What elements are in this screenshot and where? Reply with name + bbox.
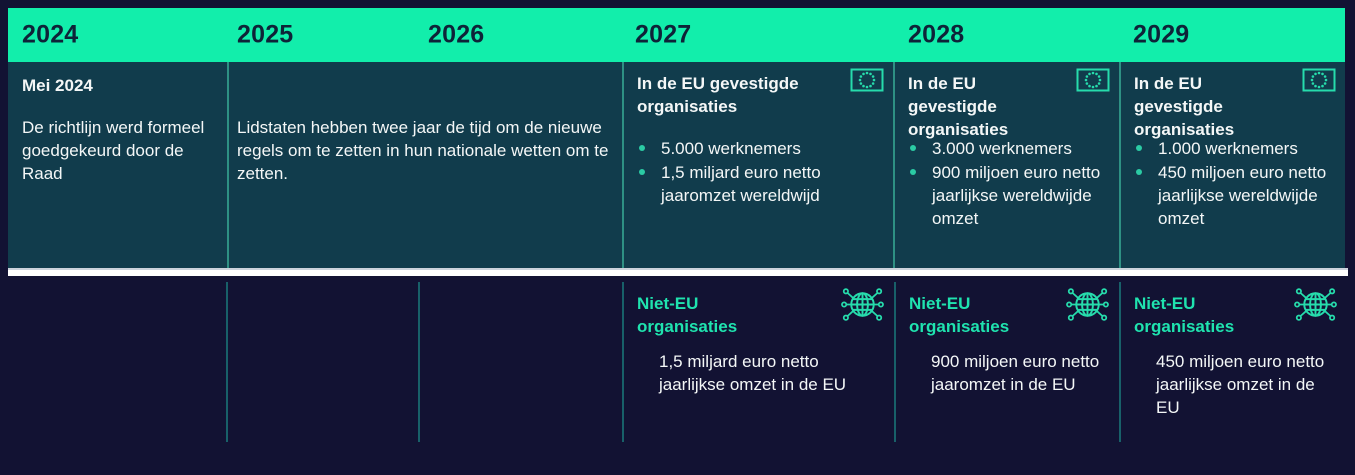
globe-network-icon	[841, 288, 884, 321]
criterion-text: 450 miljoen euro netto jaarlijkse wereld…	[1158, 163, 1327, 228]
criterion-text: 5.000 werknemers	[661, 139, 801, 158]
transposition-note: Lidstaten hebben twee jaar de tijd om de…	[227, 62, 622, 268]
criterion-text: 1.000 werknemers	[1158, 139, 1298, 158]
column-divider	[894, 282, 896, 442]
non-eu-cell-title: Niet-EU organisaties	[909, 294, 1010, 336]
eu-cell-2029: In de EU gevestigde organisaties 1.000 w…	[1121, 62, 1345, 268]
year-label-2028: 2028	[908, 20, 965, 49]
timeline-year-header: 2024 2025 2026 2027 2028 2029	[8, 8, 1345, 62]
non-eu-cell-2028: Niet-EU organisaties 900 miljoen euro ne…	[896, 276, 1117, 475]
non-eu-cell-title: Niet-EU organisaties	[1134, 294, 1235, 336]
eu-flag-icon	[850, 68, 884, 92]
eu-criteria-list: 1.000 werknemers 450 miljoen euro netto …	[1134, 137, 1337, 231]
milestone-title: Mei 2024	[22, 76, 93, 95]
year-label-2029: 2029	[1133, 20, 1190, 49]
list-item: 450 miljoen euro netto jaarlijkse wereld…	[1134, 161, 1337, 230]
column-divider	[418, 282, 420, 442]
non-eu-criterion: 450 miljoen euro netto jaarlijkse omzet …	[1156, 352, 1325, 417]
list-item: 5.000 werknemers	[637, 137, 885, 160]
list-item: 3.000 werknemers	[908, 137, 1111, 160]
eu-flag-icon	[1076, 68, 1110, 92]
list-item: 1.000 werknemers	[1134, 137, 1337, 160]
row-separator-rule	[8, 268, 1348, 276]
eu-cell-title: In de EU gevestigde organisaties	[908, 74, 1009, 139]
year-label-2024: 2024	[22, 20, 79, 49]
eu-organisations-row: Mei 2024 De richtlijn werd formeel goedg…	[8, 62, 1345, 268]
bullet-icon	[910, 145, 916, 151]
criterion-text: 1,5 miljard euro netto jaaromzet wereldw…	[661, 163, 821, 205]
milestone-body: De richtlijn werd formeel goedgekeurd do…	[22, 118, 205, 183]
transposition-body: Lidstaten hebben twee jaar de tijd om de…	[237, 118, 609, 183]
milestone-may-2024: Mei 2024 De richtlijn werd formeel goedg…	[8, 62, 227, 268]
eu-cell-2027: In de EU gevestigde organisaties 5.000 w…	[624, 62, 893, 268]
list-item: 900 miljoen euro netto jaarlijkse wereld…	[908, 161, 1111, 230]
globe-network-icon	[1066, 288, 1109, 321]
non-eu-organisations-row: Niet-EU organisaties 1,5 miljard euro ne…	[0, 276, 1355, 475]
column-divider	[1119, 282, 1121, 442]
criterion-text: 3.000 werknemers	[932, 139, 1072, 158]
non-eu-cell-2029: Niet-EU organisaties 450 miljoen euro ne…	[1121, 276, 1345, 475]
globe-network-icon	[1294, 288, 1337, 321]
non-eu-cell-title: Niet-EU organisaties	[637, 294, 738, 336]
bullet-icon	[639, 145, 645, 151]
bullet-icon	[639, 169, 645, 175]
column-divider	[226, 282, 228, 442]
column-divider	[622, 282, 624, 442]
list-item: 1,5 miljard euro netto jaaromzet wereldw…	[637, 161, 885, 207]
year-label-2027: 2027	[635, 20, 692, 49]
column-divider	[893, 62, 895, 268]
eu-criteria-list: 5.000 werknemers 1,5 miljard euro netto …	[637, 137, 885, 208]
eu-cell-2028: In de EU gevestigde organisaties 3.000 w…	[895, 62, 1119, 268]
non-eu-criterion: 1,5 miljard euro netto jaarlijkse omzet …	[659, 352, 847, 394]
column-divider	[1119, 62, 1121, 268]
eu-cell-title: In de EU gevestigde organisaties	[637, 74, 799, 116]
column-divider	[622, 62, 624, 268]
year-label-2026: 2026	[428, 20, 485, 49]
column-divider	[227, 62, 229, 268]
bullet-icon	[1136, 169, 1142, 175]
year-label-2025: 2025	[237, 20, 294, 49]
criterion-text: 900 miljoen euro netto jaarlijkse wereld…	[932, 163, 1101, 228]
eu-cell-title: In de EU gevestigde organisaties	[1134, 74, 1235, 139]
eu-criteria-list: 3.000 werknemers 900 miljoen euro netto …	[908, 137, 1111, 231]
non-eu-cell-2027: Niet-EU organisaties 1,5 miljard euro ne…	[624, 276, 892, 475]
non-eu-criterion: 900 miljoen euro netto jaaromzet in de E…	[931, 352, 1100, 394]
eu-flag-icon	[1302, 68, 1336, 92]
bullet-icon	[910, 169, 916, 175]
bullet-icon	[1136, 145, 1142, 151]
